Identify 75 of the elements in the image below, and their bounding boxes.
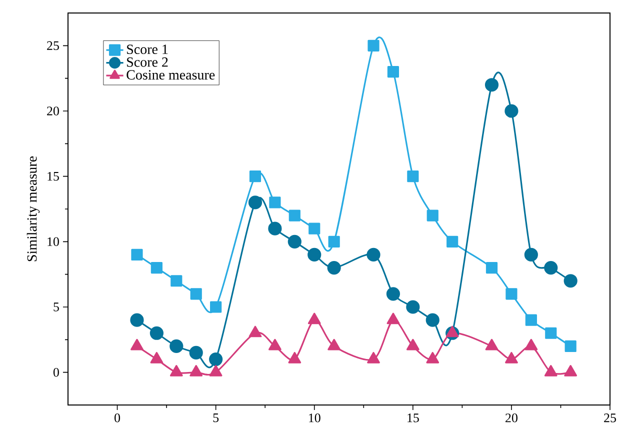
point [130, 313, 144, 327]
point [426, 352, 440, 364]
point [486, 262, 498, 274]
point [506, 288, 518, 300]
x-tick-label: 5 [213, 414, 219, 422]
point [170, 339, 184, 353]
point [308, 222, 320, 234]
point [544, 261, 558, 275]
point [150, 326, 164, 340]
y-axis-title: Similarity measure [26, 156, 40, 262]
point [484, 78, 499, 92]
point [525, 314, 537, 326]
point [446, 326, 459, 338]
point [249, 170, 262, 182]
point [248, 326, 262, 338]
point [426, 313, 440, 327]
point [524, 248, 538, 262]
point [268, 338, 282, 350]
x-tick-label: 20 [506, 414, 518, 422]
point [367, 352, 380, 364]
point [150, 352, 164, 364]
point [130, 338, 144, 350]
point [328, 338, 341, 350]
y-tick-label: 10 [48, 237, 59, 246]
point [308, 248, 322, 262]
point [308, 312, 321, 324]
point [564, 274, 578, 288]
point [505, 352, 518, 364]
point [524, 338, 538, 350]
point [170, 365, 183, 376]
point [170, 275, 182, 287]
legend-label: Score 1 [127, 44, 168, 54]
point [406, 300, 420, 314]
point [209, 352, 223, 366]
point [407, 170, 419, 182]
point [190, 288, 202, 300]
point [268, 222, 282, 236]
point [288, 210, 300, 222]
x-tick-label: 25 [604, 414, 616, 422]
point [504, 104, 518, 118]
point [269, 196, 281, 208]
point [564, 340, 576, 352]
point [189, 346, 203, 360]
legend-label: Score 2 [127, 57, 168, 67]
point [366, 248, 380, 262]
x-tick-label: 15 [408, 414, 419, 422]
y-tick-label: 15 [48, 172, 59, 181]
point [406, 338, 420, 350]
point [209, 365, 222, 376]
point [386, 312, 400, 324]
y-tick-label: 20 [47, 106, 59, 116]
point [485, 338, 498, 350]
point [190, 365, 203, 376]
x-tick-label: 10 [309, 414, 320, 422]
point [248, 196, 262, 210]
point [544, 365, 558, 376]
point [426, 210, 438, 222]
point [328, 236, 340, 248]
point [288, 234, 302, 248]
point [545, 327, 557, 339]
y-tick-label: 25 [47, 41, 59, 50]
point [386, 287, 400, 301]
point [446, 236, 458, 248]
point [387, 66, 400, 78]
legend-label: Cosine measure [126, 70, 215, 80]
y-tick-label: 5 [54, 302, 59, 312]
point [150, 262, 162, 274]
point [288, 352, 302, 364]
point [131, 248, 143, 261]
y-tick-label: 0 [53, 368, 59, 377]
point [210, 301, 222, 313]
x-tick-label: 0 [114, 414, 120, 422]
point [368, 40, 380, 52]
point [564, 365, 578, 376]
point [327, 261, 341, 275]
